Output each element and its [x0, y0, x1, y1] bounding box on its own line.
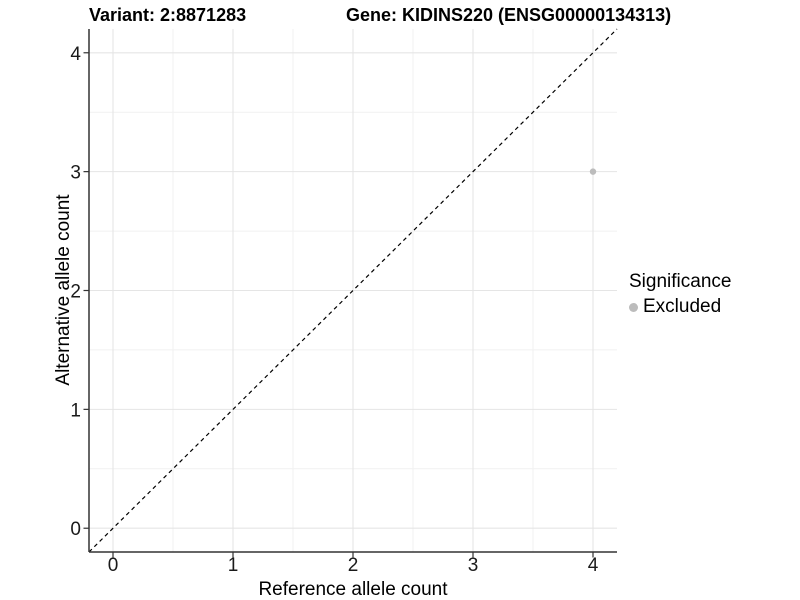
- legend-title: Significance: [629, 271, 732, 292]
- x-tick-label: 1: [228, 555, 239, 576]
- y-tick-label: 3: [70, 163, 81, 184]
- legend-entry-excluded: Excluded: [629, 296, 731, 318]
- variant-title: Variant: 2:8871283: [89, 5, 247, 25]
- legend: Significance Excluded: [629, 271, 731, 318]
- x-tick-label: 2: [348, 555, 359, 576]
- x-tick-label: 0: [108, 555, 119, 576]
- y-tick-label: 4: [70, 44, 81, 65]
- y-tick-label: 2: [70, 282, 81, 303]
- gene-title: Gene: KIDINS220 (ENSG00000134313): [346, 5, 672, 25]
- y-tick-label: 0: [70, 519, 81, 540]
- y-axis-title: Alternative allele count: [53, 194, 74, 386]
- identity-dashed-line: [88, 28, 618, 553]
- legend-point-icon: [629, 302, 638, 312]
- y-tick-label: 1: [70, 400, 81, 421]
- legend-entry-label: Excluded: [643, 296, 722, 317]
- x-axis-title: Reference allele count: [258, 579, 448, 600]
- data-point: [589, 168, 597, 175]
- x-tick-label: 4: [588, 555, 599, 576]
- x-tick-label: 3: [468, 555, 479, 576]
